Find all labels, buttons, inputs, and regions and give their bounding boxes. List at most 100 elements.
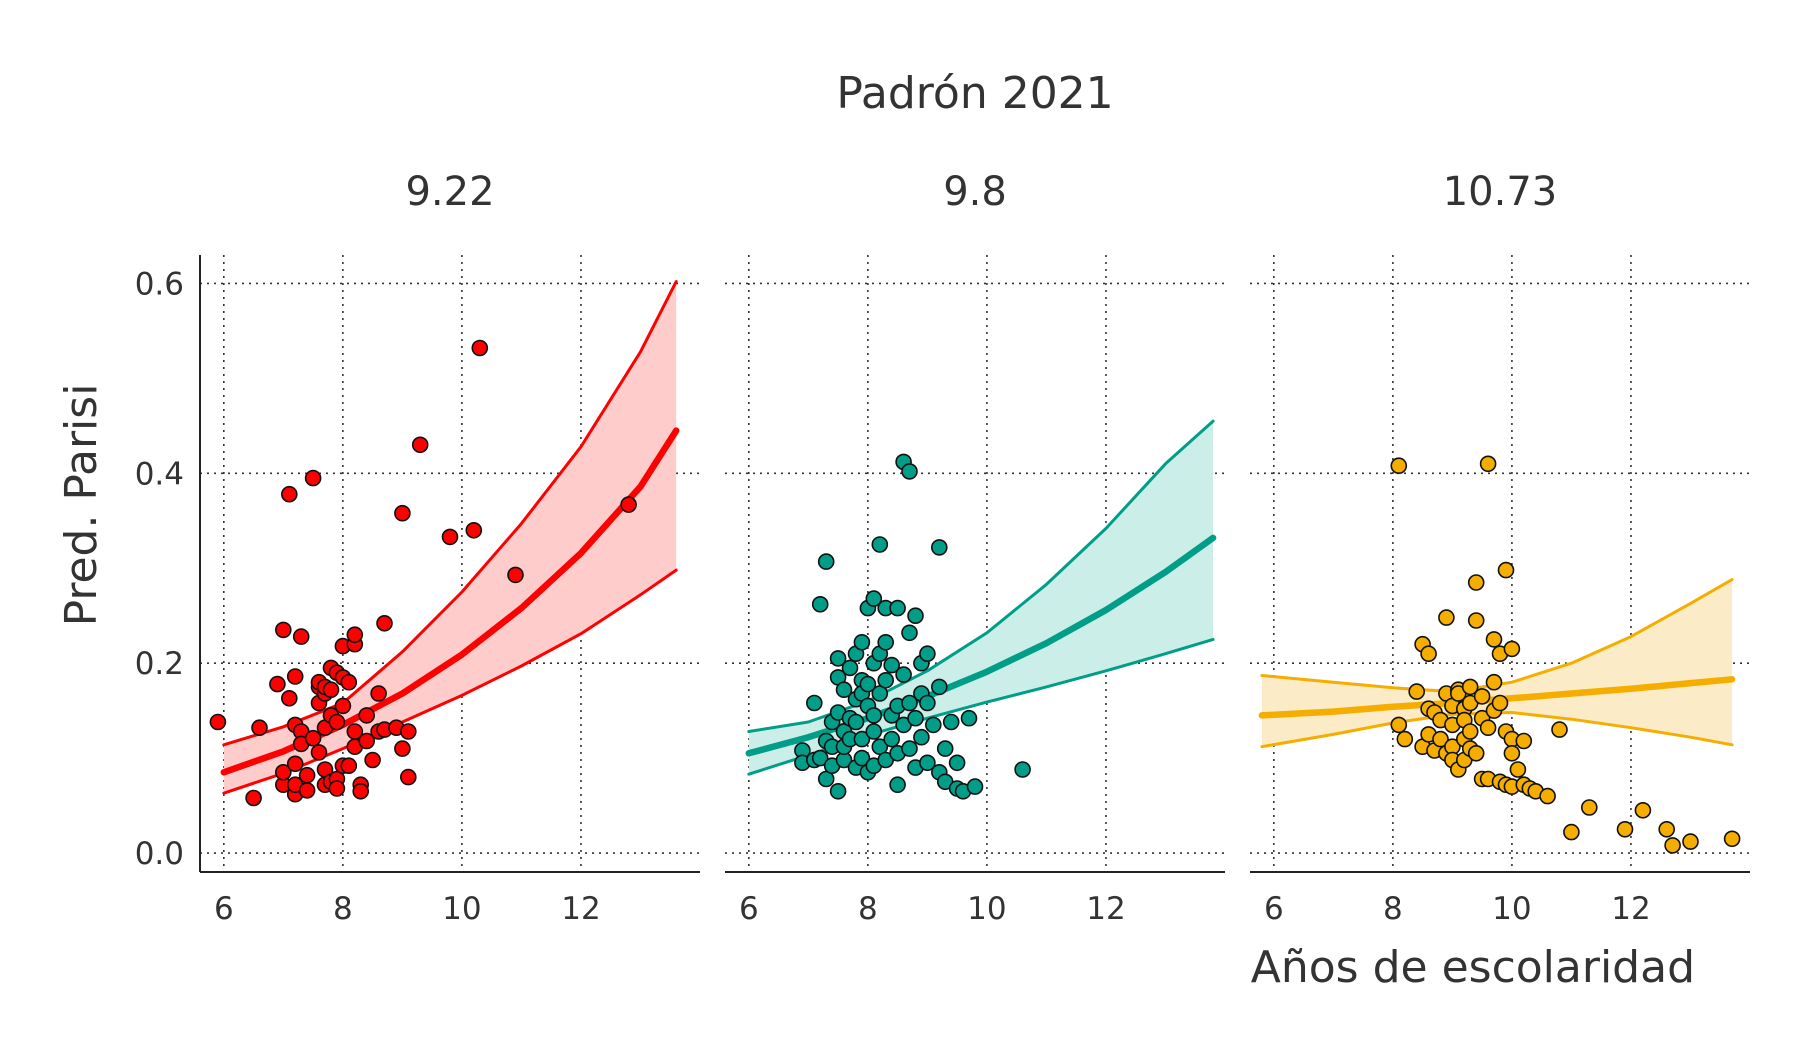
lower-bound-line	[1260, 711, 1734, 749]
data-point	[1467, 744, 1485, 762]
data-point	[919, 694, 936, 712]
data-point	[907, 709, 924, 727]
data-point	[1539, 787, 1556, 805]
data-point	[811, 749, 829, 767]
data-point	[1461, 678, 1479, 696]
data-point	[1581, 799, 1598, 816]
data-point	[930, 539, 948, 556]
data-point	[1467, 574, 1485, 591]
data-point	[399, 723, 417, 740]
data-point	[877, 633, 895, 651]
x-tick-label: 12	[1086, 891, 1125, 927]
data-point	[394, 504, 411, 522]
data-point	[346, 723, 364, 740]
data-point	[286, 755, 304, 773]
data-point	[865, 590, 883, 607]
data-point	[1551, 721, 1568, 738]
data-point	[942, 713, 960, 731]
panel-strip-label: 9.22	[405, 169, 494, 215]
data-point	[960, 709, 978, 727]
data-point	[1473, 688, 1491, 705]
data-point	[364, 751, 381, 769]
data-point	[841, 659, 859, 677]
data-point	[1491, 694, 1509, 712]
x-tick-label: 8	[1383, 891, 1403, 927]
data-point	[1485, 673, 1503, 691]
data-point	[829, 650, 847, 667]
upper-bound-line	[222, 280, 678, 747]
fit-line	[745, 534, 1217, 757]
data-point	[346, 626, 364, 644]
data-point	[340, 673, 358, 691]
data-point	[835, 681, 853, 699]
data-point	[1432, 730, 1449, 748]
y-tick-label: 0.2	[135, 646, 184, 682]
data-point	[304, 729, 322, 747]
y-tick-label: 0.0	[135, 836, 184, 872]
panel-2: 9.8 6 8 10 12	[725, 169, 1225, 927]
data-point	[280, 689, 298, 707]
x-tick-label: 6	[739, 891, 759, 927]
y-axis-label: Pred. Parisi	[56, 384, 107, 627]
data-point	[441, 528, 459, 546]
data-point	[399, 768, 417, 786]
panel-1: 9.22 6 8 10 12 0.0 0.2 0.4 0.6	[135, 169, 700, 927]
data-point	[209, 713, 227, 731]
data-point	[304, 469, 322, 487]
data-point	[269, 675, 286, 693]
data-point	[901, 463, 918, 480]
data-point	[322, 681, 340, 699]
data-point	[328, 780, 346, 797]
x-tick-label: 8	[858, 891, 878, 927]
data-point	[847, 713, 865, 731]
data-point	[901, 624, 918, 642]
data-point	[883, 656, 901, 674]
data-point	[936, 740, 954, 757]
data-point	[340, 757, 358, 775]
data-point	[1485, 631, 1503, 648]
data-point	[1682, 833, 1699, 850]
data-point	[871, 536, 889, 553]
data-point	[465, 521, 483, 539]
data-point	[280, 485, 298, 503]
data-point	[1467, 612, 1485, 629]
data-point	[274, 621, 292, 639]
data-point	[507, 566, 524, 584]
panel-strip-label: 10.73	[1443, 169, 1558, 215]
data-point	[907, 607, 924, 625]
data-point	[966, 778, 984, 795]
data-point	[394, 740, 411, 757]
fit-line	[1258, 676, 1736, 719]
data-point	[889, 599, 906, 617]
data-point	[865, 723, 883, 740]
data-point	[1396, 730, 1414, 748]
data-point	[948, 754, 966, 772]
data-point	[901, 694, 918, 712]
data-point	[889, 776, 906, 794]
data-point	[1408, 683, 1425, 700]
data-point	[1497, 561, 1515, 579]
data-point	[901, 740, 918, 757]
data-point	[286, 668, 304, 685]
data-point	[274, 763, 292, 781]
y-tick-label: 0.6	[135, 266, 184, 302]
data-point	[853, 633, 871, 651]
data-point	[805, 694, 823, 712]
data-point	[930, 678, 948, 696]
data-point	[1509, 761, 1527, 778]
data-point	[1438, 609, 1455, 626]
x-tick-label: 8	[333, 891, 353, 927]
data-point	[1658, 820, 1675, 838]
data-point	[1664, 837, 1681, 854]
x-axis-label: Años de escolaridad	[1251, 942, 1695, 993]
data-point	[829, 782, 847, 800]
y-tick-label: 0.4	[135, 456, 184, 492]
data-point	[1503, 640, 1521, 658]
data-point	[352, 782, 370, 800]
x-tick-label: 12	[561, 891, 600, 927]
panel-strip-label: 9.8	[943, 169, 1007, 215]
data-point	[1420, 645, 1437, 663]
data-point	[376, 614, 393, 632]
data-point	[865, 707, 883, 724]
